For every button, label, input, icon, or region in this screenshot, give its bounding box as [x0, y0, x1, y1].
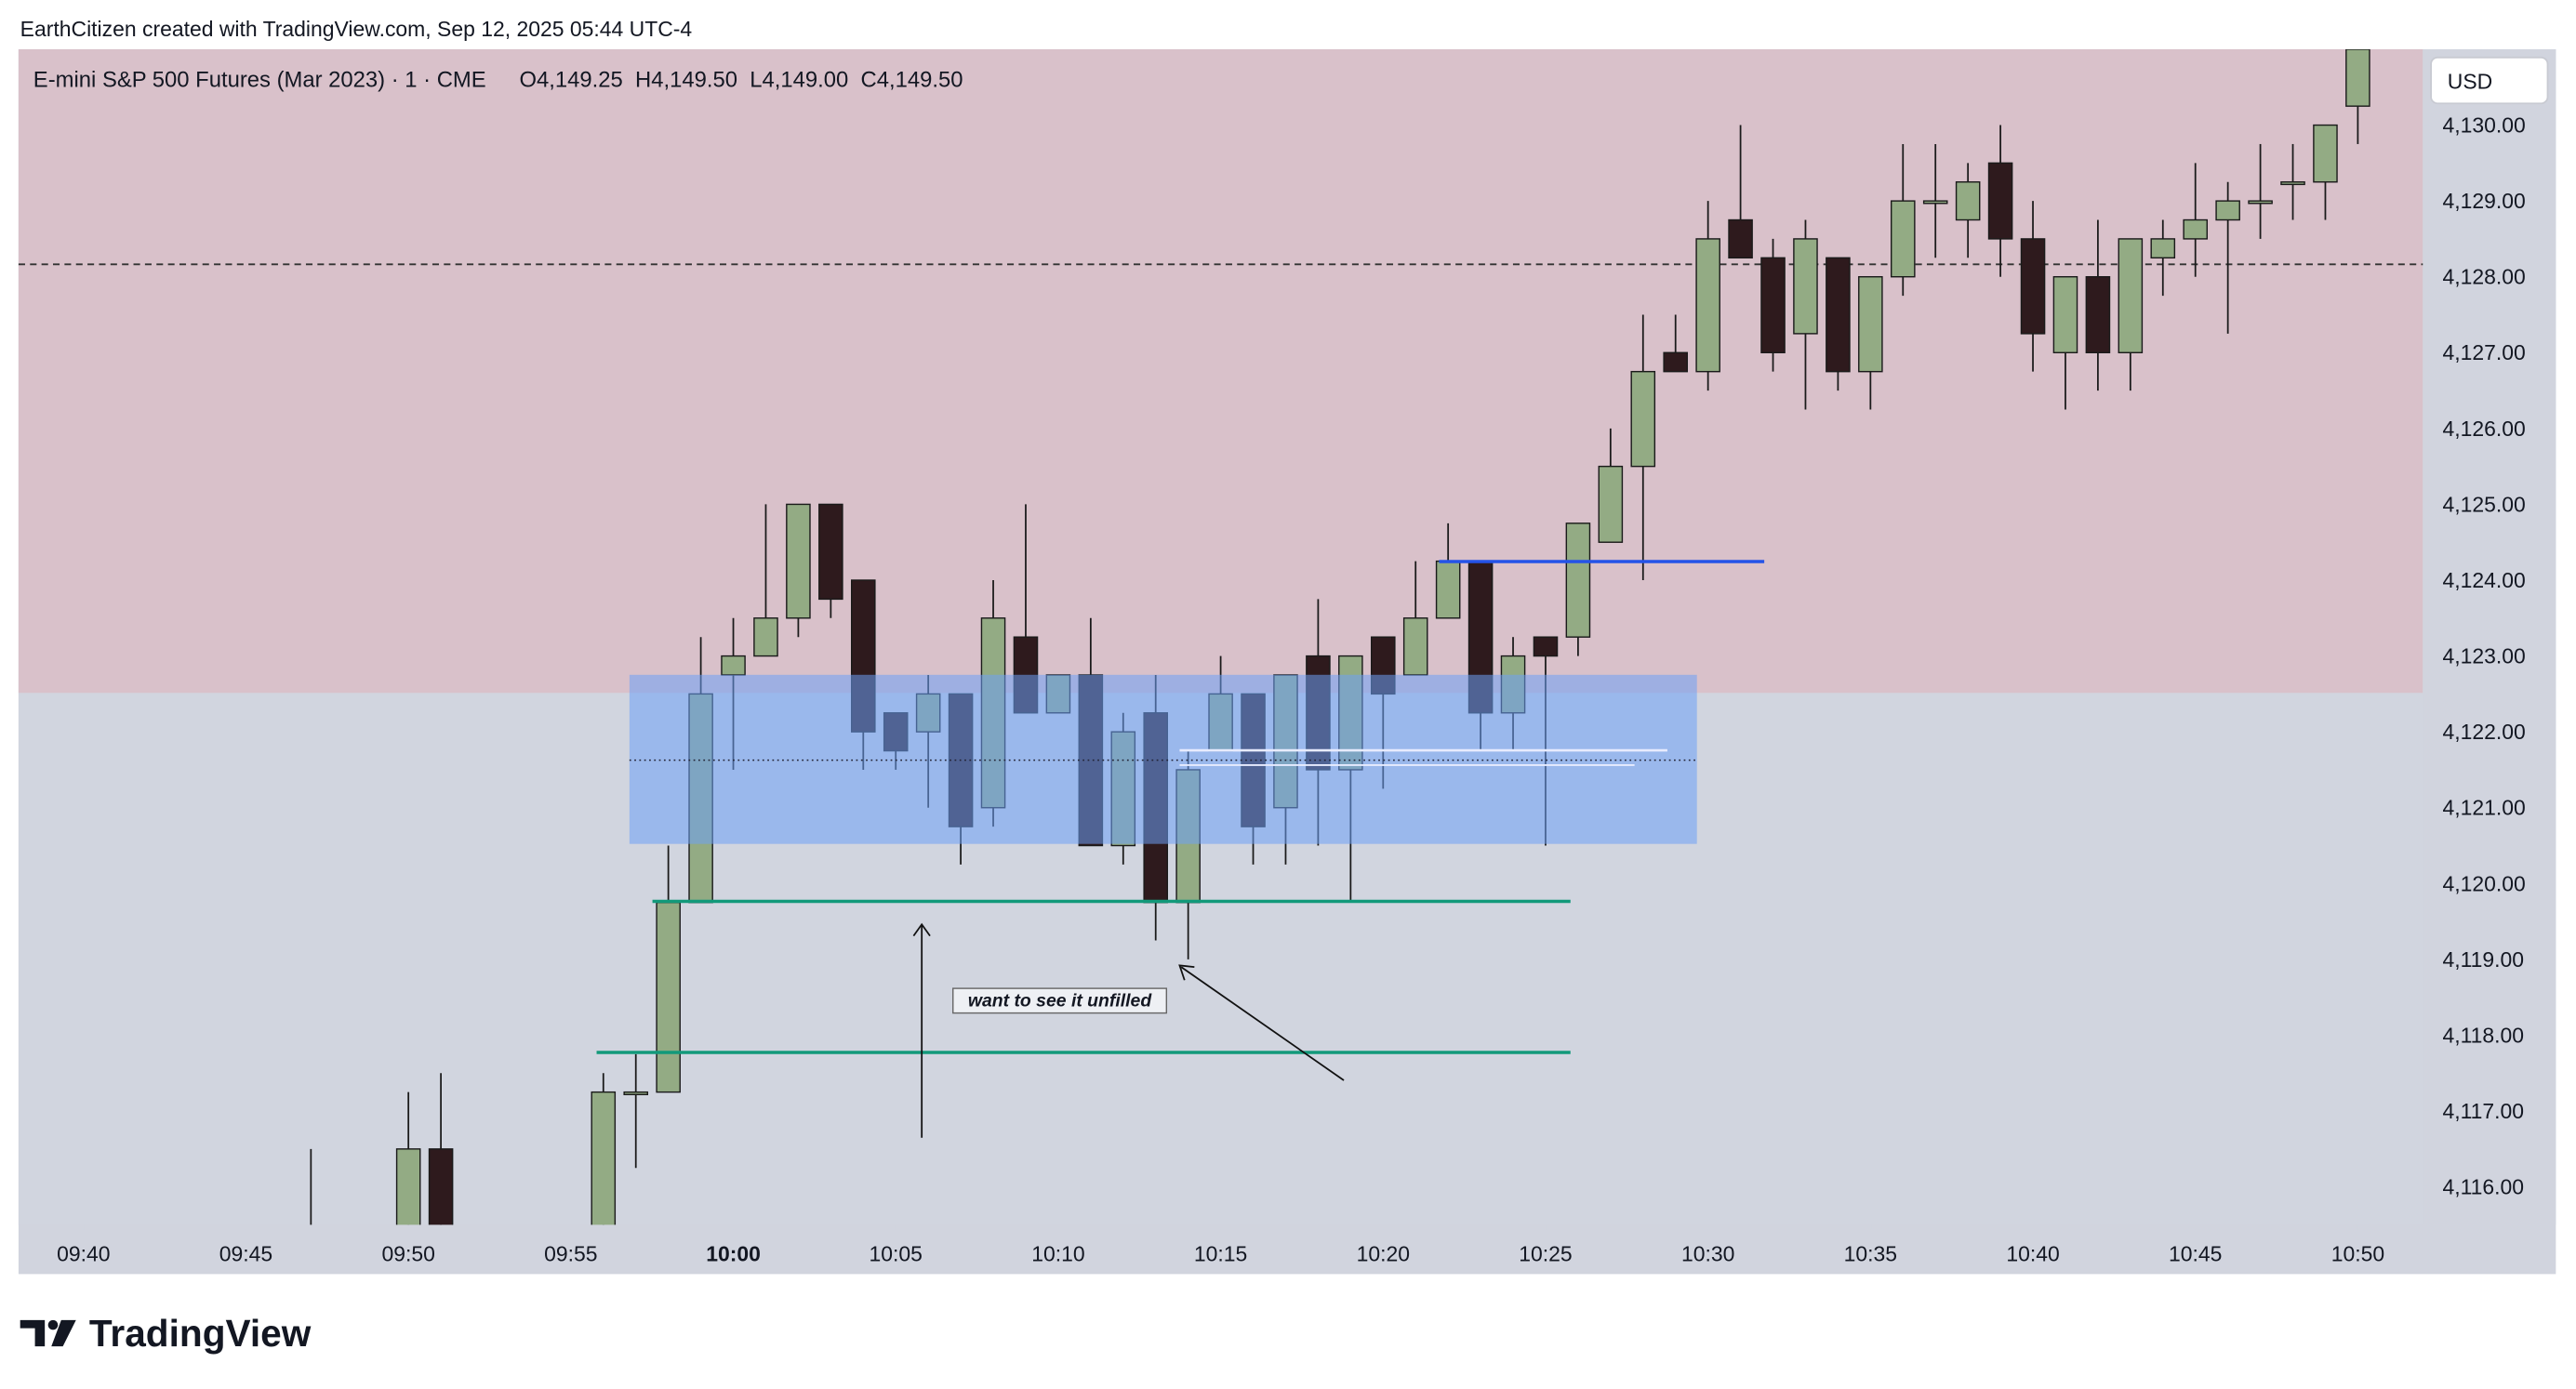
candle-body	[656, 902, 681, 1093]
x-tick-label: 10:50	[2331, 1241, 2384, 1265]
y-tick-label: 4,126.00	[2442, 417, 2525, 441]
y-tick-label: 4,129.00	[2442, 189, 2525, 213]
candle-body	[786, 503, 811, 619]
x-tick-label: 09:45	[219, 1241, 272, 1265]
candle-body	[1793, 238, 1818, 335]
candle-body	[1955, 181, 1981, 221]
x-tick-label: 09:55	[544, 1241, 597, 1265]
candle-body	[2150, 238, 2176, 259]
candle-body	[2313, 124, 2338, 183]
y-tick-label: 4,119.00	[2442, 947, 2524, 972]
arrow	[1180, 966, 1345, 1081]
y-tick-label: 4,116.00	[2442, 1175, 2524, 1199]
x-tick-label: 10:35	[1844, 1241, 1897, 1265]
x-tick-label: 10:40	[2006, 1241, 2059, 1265]
annotation: want to see it unfilled	[968, 991, 1152, 1012]
y-tick-label: 4,118.00	[2442, 1023, 2524, 1047]
currency: USD	[2448, 69, 2492, 93]
x-tick-label: 10:15	[1194, 1241, 1247, 1265]
y-tick-label: 4,121.00	[2442, 796, 2525, 820]
candle-body	[591, 1091, 617, 1225]
x-tick-label: 10:30	[1681, 1241, 1734, 1265]
drawings: want to see it unfilled	[596, 560, 1765, 1138]
y-tick-label: 4,128.00	[2442, 265, 2525, 289]
candle-body	[721, 655, 746, 676]
x-tick-label: 09:40	[57, 1241, 110, 1265]
candle-body	[2280, 181, 2305, 186]
y-tick-label: 4,125.00	[2442, 492, 2525, 516]
candle-body	[2118, 238, 2144, 353]
candle-body	[428, 1148, 454, 1225]
y-tick-label: 4,123.00	[2442, 644, 2525, 668]
candle-body	[2215, 200, 2240, 221]
candle-body	[1922, 200, 1948, 205]
zone-box	[629, 674, 1697, 844]
candle-body	[1598, 465, 1624, 543]
x-tick-label: 10:45	[2169, 1241, 2222, 1265]
candle-body	[1663, 351, 1689, 373]
ohlc-legend: O4,149.25 H4,149.50 L4,149.00 C4,149.50	[520, 68, 963, 93]
candle-body	[2345, 48, 2370, 107]
candle-body	[1858, 275, 1883, 373]
candle-body	[623, 1091, 649, 1096]
candle-body	[1695, 238, 1720, 373]
logo-mark	[51, 1319, 76, 1347]
logo-mark	[47, 1319, 59, 1330]
candle-body	[2248, 200, 2273, 205]
candle-body	[395, 1148, 421, 1225]
candle-body	[1402, 617, 1428, 676]
candle-body	[1826, 257, 1851, 373]
y-tick-label: 4,122.00	[2442, 720, 2525, 744]
logo: TradingView	[20, 1312, 312, 1355]
candle-body	[818, 503, 843, 601]
candle-body	[2052, 275, 2078, 353]
candle-body	[1728, 218, 1753, 259]
currency-box	[2430, 56, 2549, 105]
logo-mark	[20, 1319, 46, 1347]
candle-body	[1533, 636, 1559, 657]
x-tick-label: 10:20	[1357, 1241, 1410, 1265]
x-tick-label: 09:50	[381, 1241, 434, 1265]
candle-body	[2085, 275, 2111, 353]
y-tick-label: 4,117.00	[2442, 1099, 2524, 1123]
candle-body	[2183, 218, 2208, 240]
y-tick-label: 4,124.00	[2442, 568, 2525, 592]
price-axis	[2423, 48, 2556, 1225]
header: EarthCitizen created with TradingView.co…	[20, 17, 693, 41]
candle-body	[2020, 238, 2046, 335]
candle-body	[753, 617, 778, 657]
y-tick-label: 4,127.00	[2442, 340, 2525, 364]
candle-body	[1630, 370, 1656, 468]
y-tick-label: 4,120.00	[2442, 871, 2525, 895]
candle-body	[1760, 257, 1786, 353]
x-tick-label: 10:10	[1031, 1241, 1084, 1265]
candle-body	[1987, 162, 2013, 240]
x-tick-label: 10:25	[1519, 1241, 1572, 1265]
arrow-head	[1178, 964, 1195, 981]
x-tick-label: 10:05	[870, 1241, 923, 1265]
candle-body	[1565, 523, 1591, 638]
x-tick-label: 10:00	[706, 1241, 761, 1265]
annotation-box	[952, 987, 1168, 1014]
arrow-head	[912, 922, 931, 937]
brand: TradingView	[89, 1312, 312, 1355]
candle-body	[1435, 560, 1461, 619]
y-tick-label: 4,130.00	[2442, 113, 2525, 138]
pink-zone	[18, 48, 2423, 694]
chart-title: E-mini S&P 500 Futures (Mar 2023) · 1 · …	[33, 68, 486, 93]
candle-body	[1890, 200, 1916, 278]
